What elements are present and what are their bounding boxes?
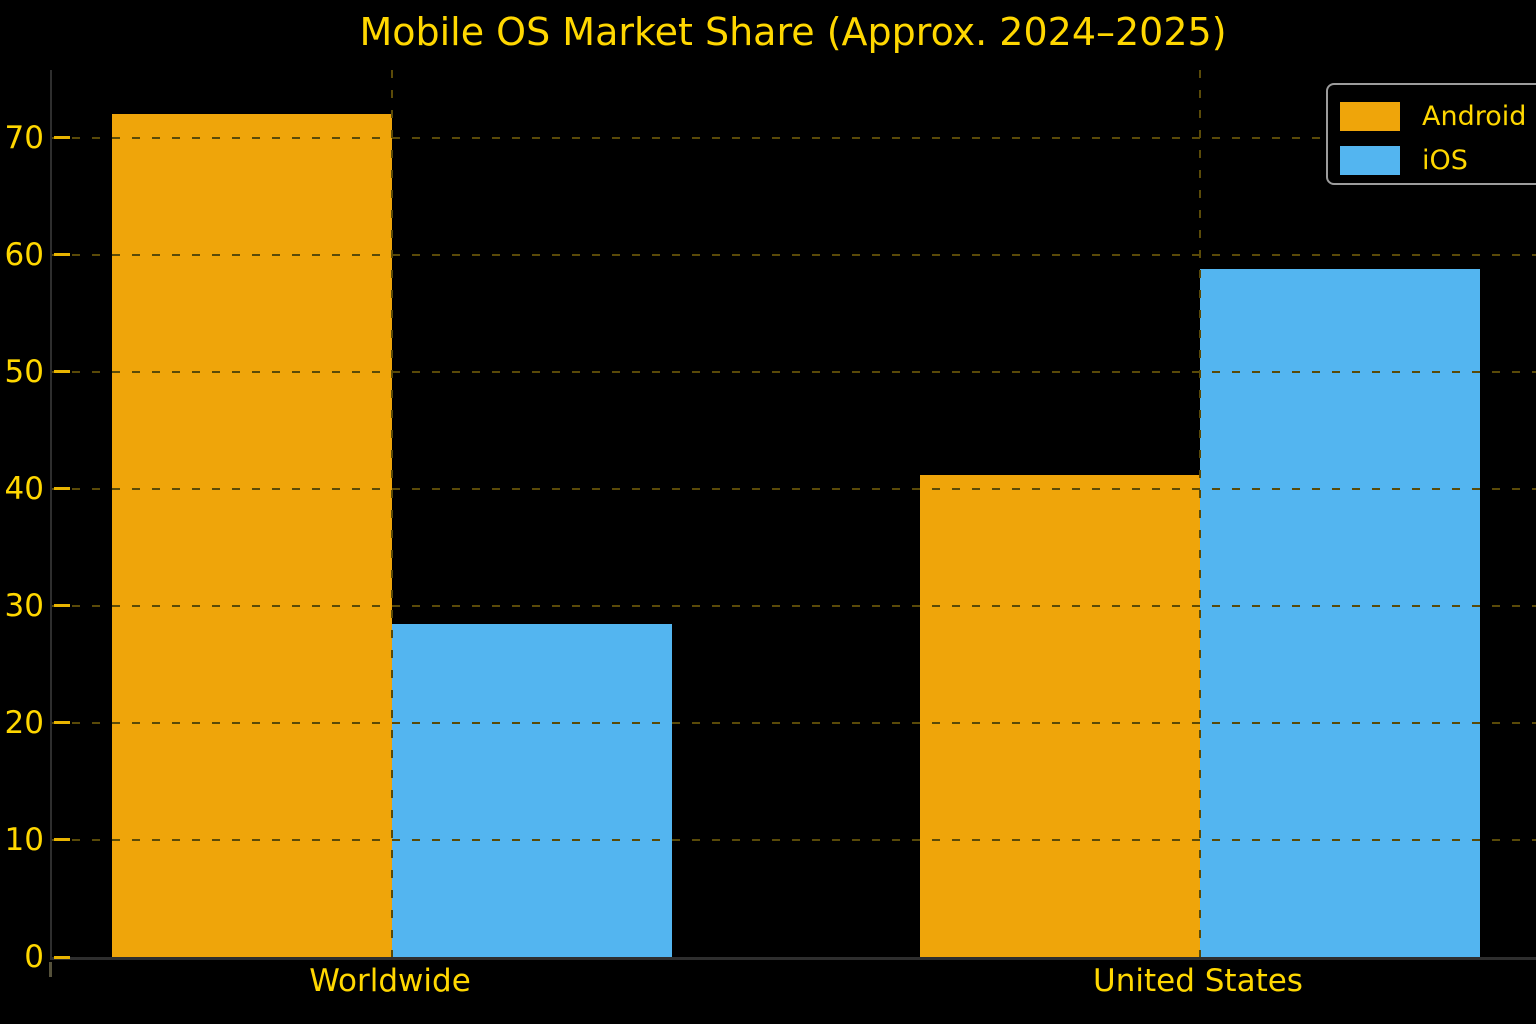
- legend-swatch-ios: [1340, 145, 1400, 175]
- bar-united-states-ios: [1200, 268, 1480, 957]
- bar-worldwide-android: [112, 114, 392, 957]
- legend-label-android: Android: [1422, 100, 1527, 132]
- chart-title: Mobile OS Market Share (Approx. 2024–202…: [359, 10, 1227, 54]
- legend-entry-ios: iOS: [1340, 141, 1536, 179]
- x-tick-label-united-states: United States: [1093, 963, 1303, 999]
- y-tick-label-70: 70: [4, 119, 44, 156]
- y-tick-mark-30: [54, 604, 70, 608]
- y-tick-mark-10: [54, 838, 70, 842]
- y-tick-mark-70: [54, 136, 70, 140]
- y-tick-mark-20: [54, 721, 70, 725]
- y-tick-label-10: 10: [4, 821, 44, 858]
- y-tick-label-20: 20: [4, 704, 44, 741]
- bar-united-states-android: [920, 474, 1200, 957]
- legend-label-ios: iOS: [1422, 144, 1468, 176]
- y-tick-label-30: 30: [4, 587, 44, 624]
- plot-area: [50, 70, 1536, 960]
- y-tick-label-60: 60: [4, 236, 44, 273]
- y-tick-label-50: 50: [4, 353, 44, 390]
- axis-corner-tick: [49, 962, 52, 977]
- bar-worldwide-ios: [392, 623, 672, 957]
- y-tick-mark-40: [54, 487, 70, 491]
- y-tick-mark-50: [54, 370, 70, 374]
- legend-entry-android: Android: [1340, 97, 1536, 135]
- legend: Android iOS: [1326, 83, 1536, 185]
- x-tick-label-worldwide: Worldwide: [309, 963, 471, 999]
- y-tick-mark-60: [54, 253, 70, 257]
- y-tick-label-40: 40: [4, 470, 44, 507]
- y-tick-label-0: 0: [24, 939, 44, 975]
- y-tick-mark-0: [54, 955, 70, 959]
- legend-swatch-android: [1340, 101, 1400, 131]
